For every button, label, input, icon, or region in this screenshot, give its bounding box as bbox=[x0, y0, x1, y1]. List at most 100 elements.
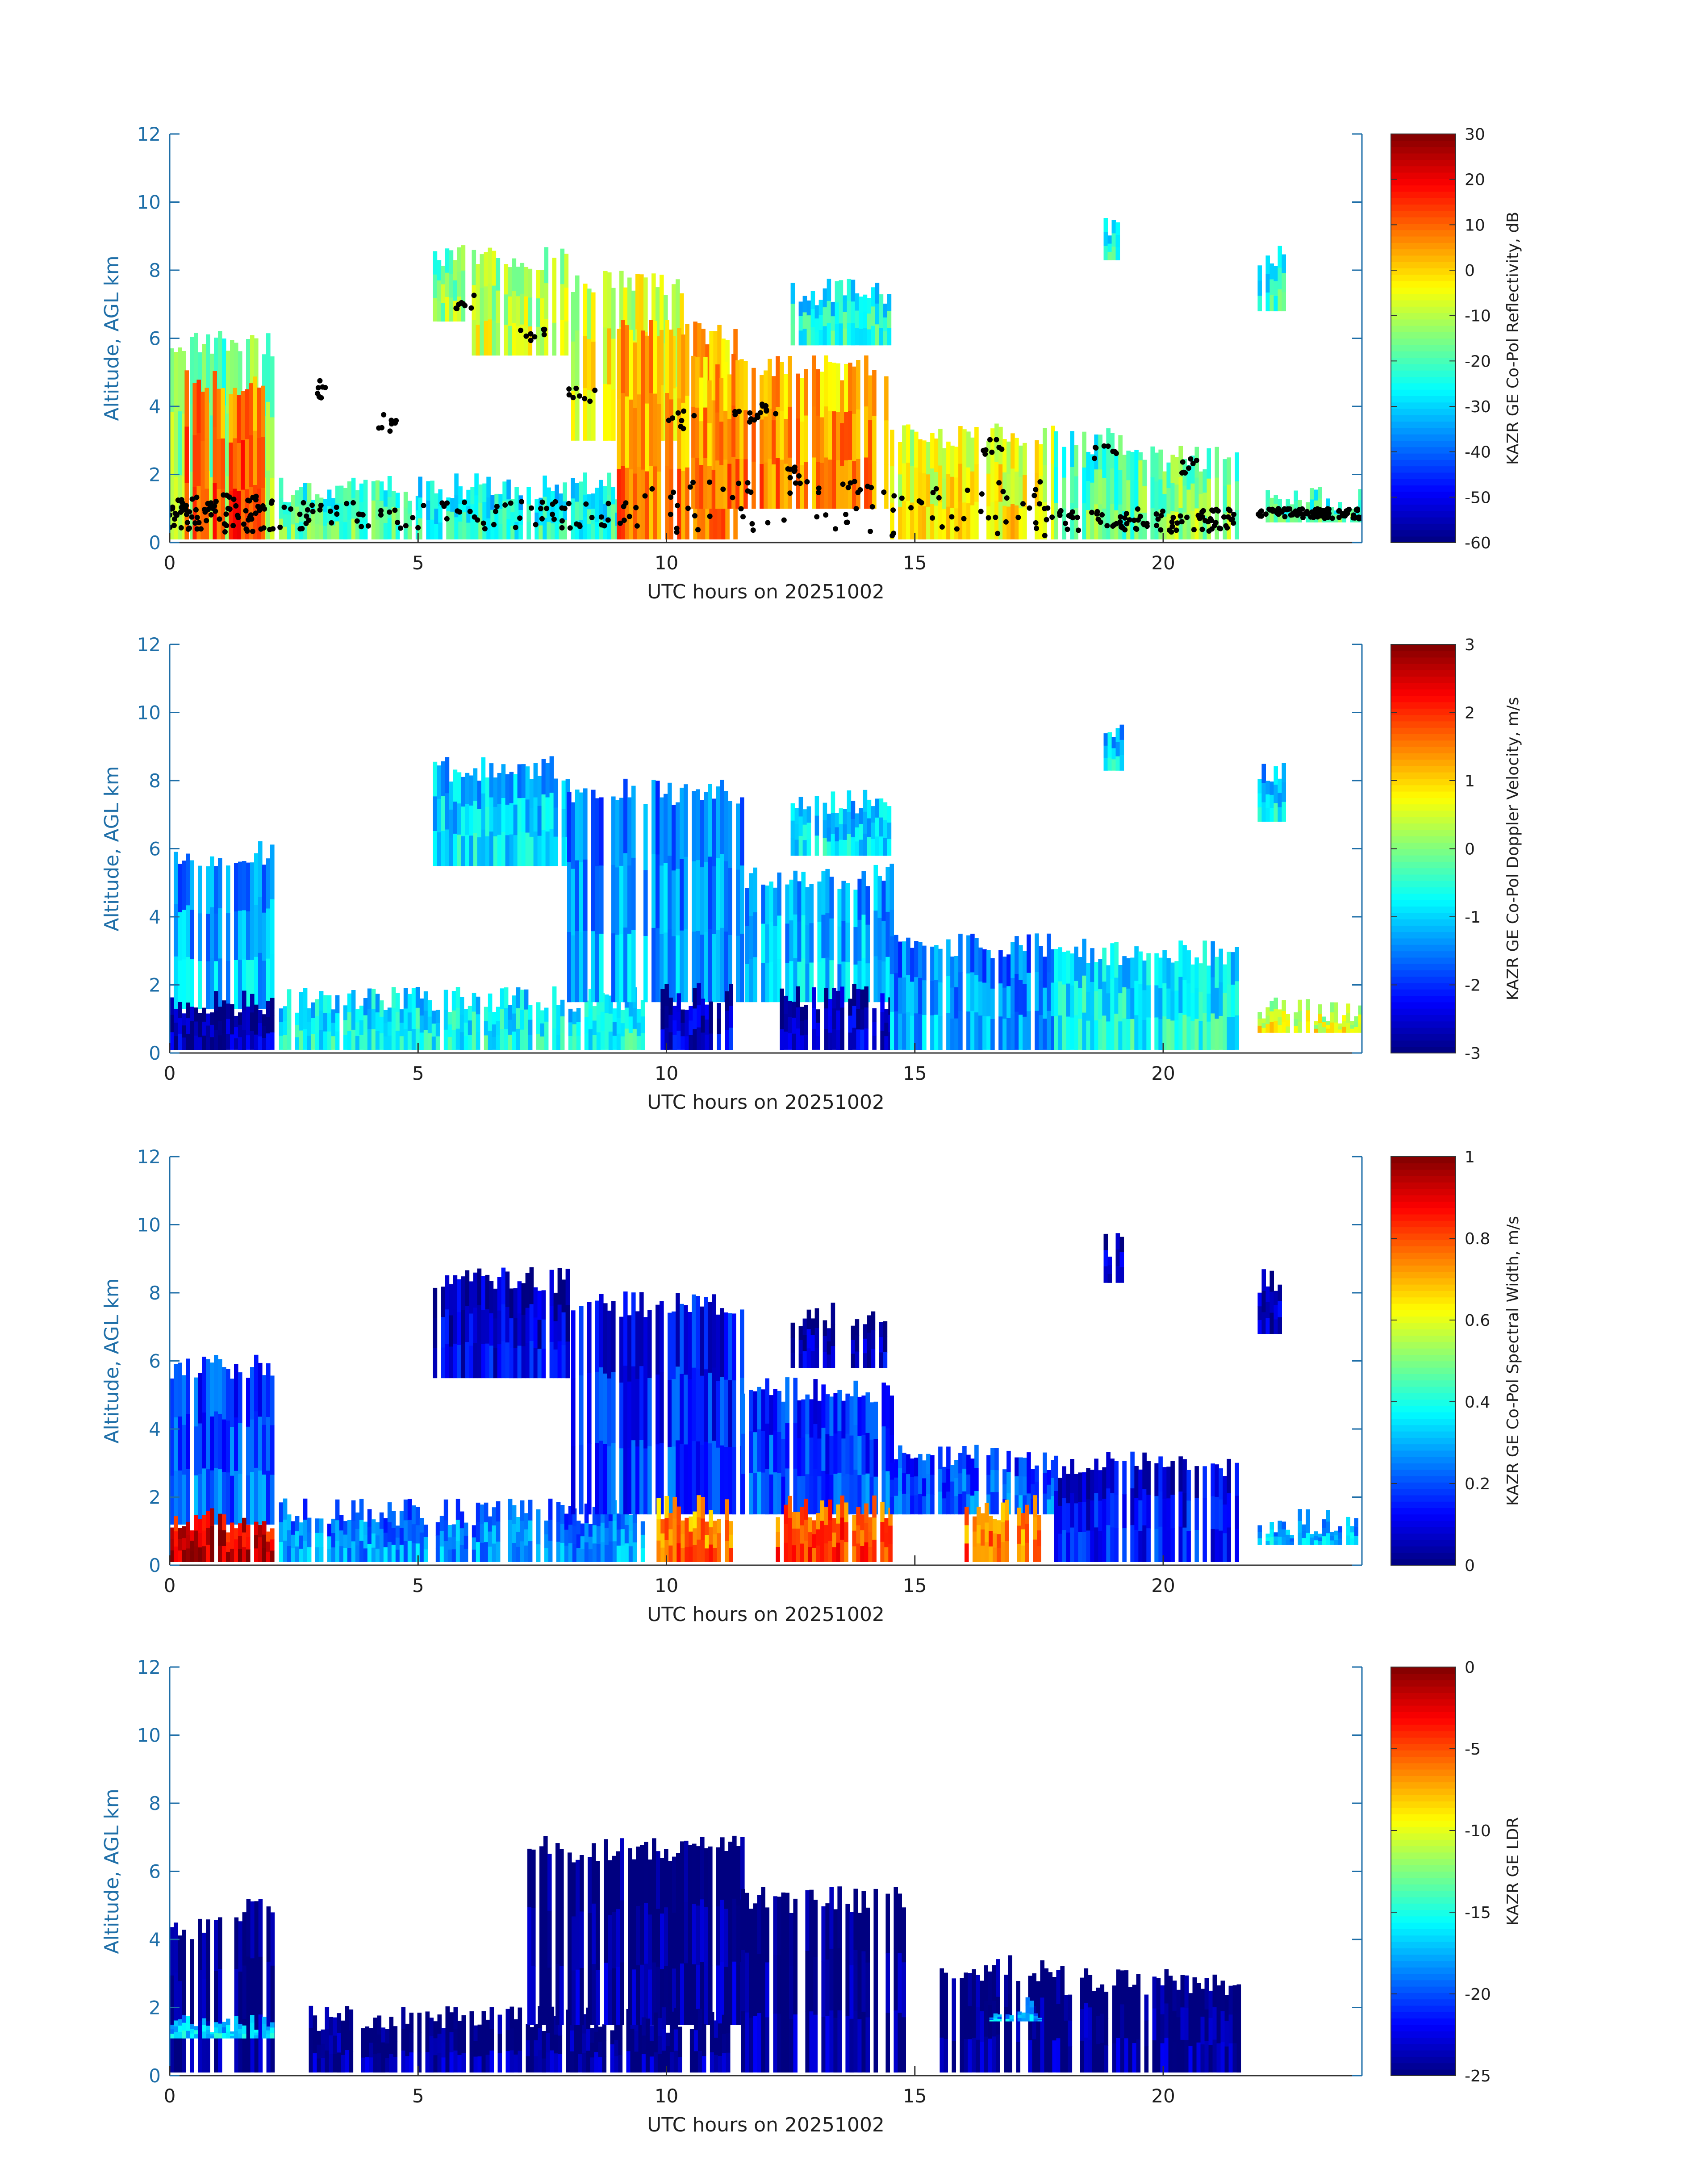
colorbar-step bbox=[1391, 1034, 1456, 1041]
cloud-base-dot bbox=[755, 412, 760, 418]
cloud-base-dot bbox=[1122, 515, 1128, 521]
colorbar-step bbox=[1391, 881, 1456, 888]
x-tick-label: 10 bbox=[655, 1062, 678, 1084]
cloud-base-dot bbox=[1216, 525, 1222, 531]
colorbar-tick-label: -20 bbox=[1465, 1985, 1491, 2004]
cloud-base-dot bbox=[601, 523, 607, 529]
cloud-base-dot bbox=[421, 503, 426, 509]
cloud-base-dot bbox=[217, 516, 222, 522]
cloud-base-dot bbox=[304, 513, 309, 519]
cloud-region bbox=[571, 1291, 744, 1515]
cloud-base-dot bbox=[1045, 505, 1051, 511]
cloud-region bbox=[741, 1377, 894, 1515]
cloud-base-dot bbox=[681, 408, 687, 414]
y-axis-label: Altitude, AGL km bbox=[100, 1788, 123, 1954]
cloud-base-dot bbox=[550, 501, 555, 507]
colorbar-step bbox=[1391, 1520, 1456, 1527]
colorbar-step bbox=[1391, 734, 1456, 741]
cloud-base-dot bbox=[541, 326, 547, 332]
cloud-base-dot bbox=[523, 333, 529, 339]
cloud-base-dot bbox=[566, 392, 572, 398]
cloud-base-dot bbox=[889, 533, 895, 539]
cloud-base-dot bbox=[1297, 507, 1302, 513]
colorbar-step bbox=[1391, 912, 1456, 919]
cloud-base-dot bbox=[1195, 513, 1201, 518]
cloud-base-dot bbox=[230, 523, 236, 528]
cloud-base-dot bbox=[1141, 522, 1147, 527]
colorbar-step bbox=[1391, 1015, 1456, 1022]
cloud-base-dot bbox=[267, 526, 273, 532]
cloud-base-dot bbox=[1158, 513, 1164, 518]
colorbar-step bbox=[1391, 810, 1456, 817]
y-tick-label: 4 bbox=[149, 396, 161, 418]
colorbar-step bbox=[1391, 210, 1456, 217]
colorbar-step bbox=[1391, 1813, 1456, 1821]
colorbar-step bbox=[1391, 651, 1456, 658]
cloud-base-dot bbox=[196, 520, 202, 526]
heatmap-cells bbox=[170, 724, 1362, 1050]
cloud-base-dot bbox=[351, 500, 356, 506]
cloud-region bbox=[660, 983, 733, 1050]
colorbar-step bbox=[1391, 1776, 1456, 1783]
cloud-base-dot bbox=[462, 499, 468, 505]
cloud-base-dot bbox=[1290, 510, 1296, 516]
x-tick-label: 0 bbox=[164, 1062, 176, 1084]
cloud-base-dot bbox=[184, 503, 189, 509]
x-tick-label: 0 bbox=[164, 1575, 176, 1596]
colorbar-step bbox=[1391, 2056, 1456, 2064]
cloud-base-dot bbox=[732, 412, 738, 418]
cloud-base-dot bbox=[983, 447, 989, 453]
cloud-region bbox=[790, 790, 892, 856]
colorbar-step bbox=[1391, 2005, 1456, 2012]
cloud-base-dot bbox=[736, 409, 742, 414]
y-tick-label: 6 bbox=[149, 838, 161, 860]
cloud-base-dot bbox=[1033, 520, 1039, 526]
colorbar-step bbox=[1391, 242, 1456, 250]
colorbar-step bbox=[1391, 791, 1456, 798]
colorbar-step bbox=[1391, 715, 1456, 722]
cloud-base-dot bbox=[760, 403, 765, 409]
cloud-base-dot bbox=[221, 521, 227, 527]
cloud-region bbox=[170, 1508, 275, 1562]
cloud-base-dot bbox=[459, 300, 464, 305]
colorbar-step bbox=[1391, 1354, 1456, 1362]
cloud-base-dot bbox=[494, 504, 500, 509]
cloud-base-dot bbox=[1118, 514, 1123, 520]
colorbar-step bbox=[1391, 1425, 1456, 1432]
cloud-region bbox=[890, 423, 1055, 539]
cloud-base-dot bbox=[189, 496, 195, 502]
cloud-base-dot bbox=[730, 495, 735, 501]
cloud-base-dot bbox=[570, 395, 576, 401]
cloud-region bbox=[567, 778, 744, 1003]
colorbar-step bbox=[1391, 1667, 1456, 1674]
cloud-base-dot bbox=[814, 514, 820, 520]
cloud-base-dot bbox=[707, 479, 713, 485]
cloud-base-dot bbox=[848, 480, 853, 486]
colorbar-step bbox=[1391, 1195, 1456, 1202]
cloud-base-dot bbox=[559, 518, 565, 524]
cloud-base-dot bbox=[736, 481, 742, 486]
colorbar-step bbox=[1391, 204, 1456, 211]
colorbar-step bbox=[1391, 702, 1456, 709]
cloud-region bbox=[790, 1303, 888, 1368]
colorbar-step bbox=[1391, 376, 1456, 384]
colorbar-step bbox=[1391, 1724, 1456, 1731]
cloud-base-dot bbox=[961, 516, 967, 522]
colorbar-step bbox=[1391, 466, 1456, 473]
cloud-base-dot bbox=[562, 506, 568, 511]
cloud-region bbox=[433, 756, 570, 866]
cloud-base-dot bbox=[685, 506, 691, 511]
colorbar-step bbox=[1391, 249, 1456, 256]
cloud-region bbox=[1054, 1451, 1239, 1562]
colorbar-step bbox=[1391, 2063, 1456, 2070]
cloud-base-dot bbox=[674, 526, 680, 531]
colorbar-step bbox=[1391, 1322, 1456, 1329]
colorbar-step bbox=[1391, 1316, 1456, 1323]
cloud-region bbox=[741, 1886, 906, 2073]
cloud-base-dot bbox=[764, 408, 769, 414]
cloud-base-dot bbox=[1169, 523, 1175, 529]
colorbar-step bbox=[1391, 153, 1456, 160]
cloud-region bbox=[1103, 1233, 1124, 1283]
cloud-base-dot bbox=[566, 501, 572, 506]
y-axis-label: Altitude, AGL km bbox=[100, 766, 123, 931]
